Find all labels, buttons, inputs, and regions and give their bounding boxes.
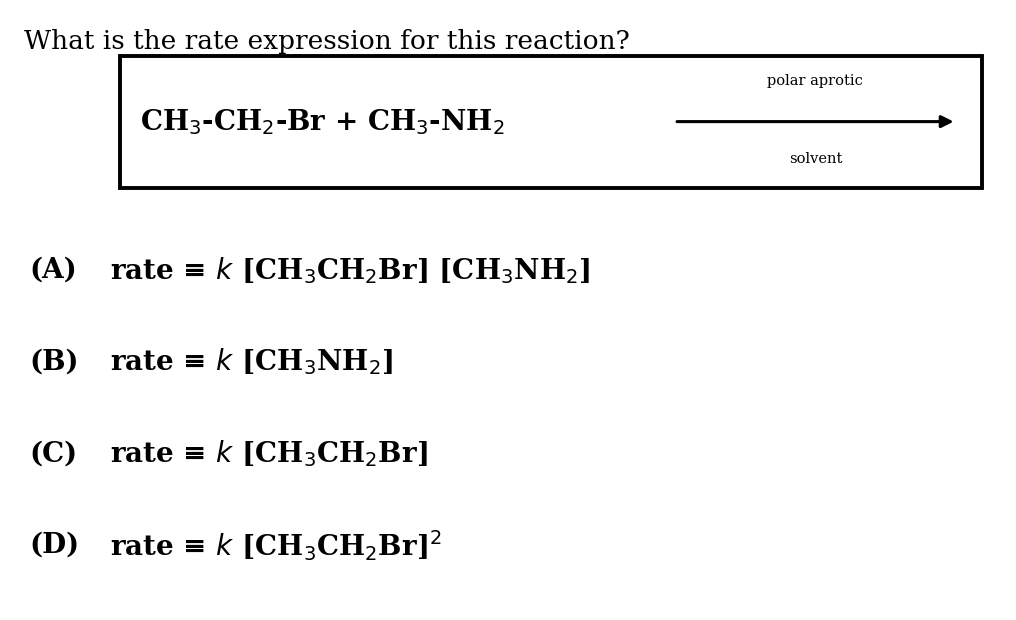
FancyBboxPatch shape: [120, 56, 981, 188]
Text: rate ≡ $k$ [CH$_3$CH$_2$Br]: rate ≡ $k$ [CH$_3$CH$_2$Br]: [110, 438, 428, 469]
Text: CH$_3$-CH$_2$-Br + CH$_3$-NH$_2$: CH$_3$-CH$_2$-Br + CH$_3$-NH$_2$: [140, 107, 505, 136]
Text: polar aprotic: polar aprotic: [767, 74, 864, 88]
Text: rate ≡ $k$ [CH$_3$CH$_2$Br] [CH$_3$NH$_2$]: rate ≡ $k$ [CH$_3$CH$_2$Br] [CH$_3$NH$_2…: [110, 255, 590, 286]
Text: (C): (C): [29, 440, 77, 467]
Text: (D): (D): [29, 532, 79, 559]
Text: rate ≡ $k$ [CH$_3$NH$_2$]: rate ≡ $k$ [CH$_3$NH$_2$]: [110, 347, 393, 378]
Text: solvent: solvent: [788, 152, 842, 166]
Text: What is the rate expression for this reaction?: What is the rate expression for this rea…: [24, 29, 630, 54]
Text: rate ≡ $k$ [CH$_3$CH$_2$Br]$^2$: rate ≡ $k$ [CH$_3$CH$_2$Br]$^2$: [110, 528, 442, 563]
Text: (A): (A): [29, 257, 77, 284]
Text: (B): (B): [29, 348, 79, 376]
